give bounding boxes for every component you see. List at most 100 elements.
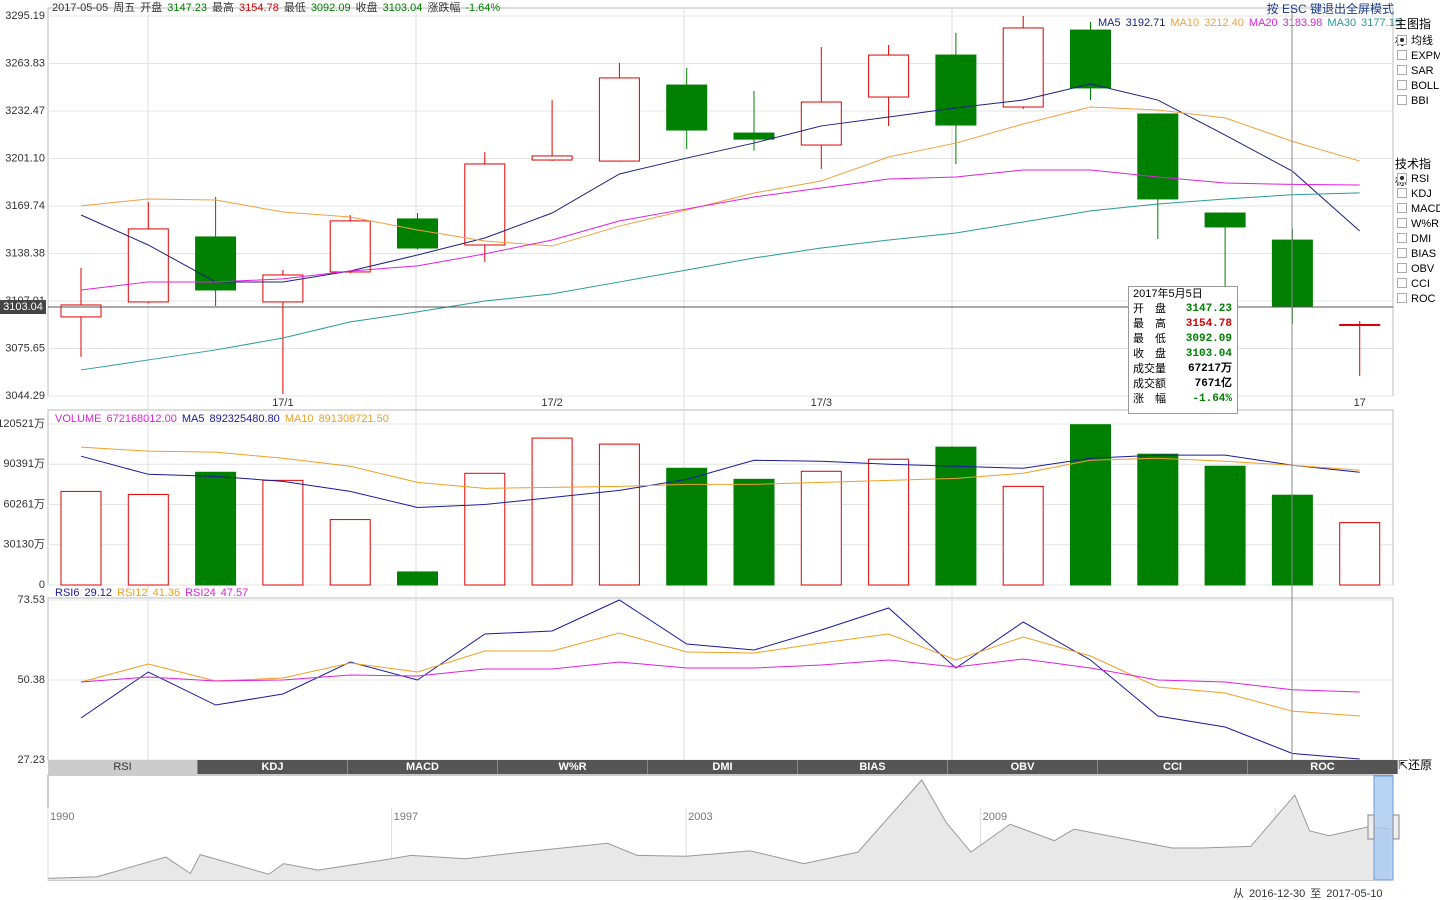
option-label[interactable]: BOLL xyxy=(1411,80,1440,92)
volume-bar xyxy=(127,493,169,586)
candle-body xyxy=(935,54,977,126)
candle-body xyxy=(1070,29,1111,89)
checkbox[interactable] xyxy=(1397,35,1407,45)
y-tick-label: 73.53 xyxy=(17,594,45,606)
selection-handle xyxy=(1392,814,1400,840)
checkbox[interactable] xyxy=(1397,248,1407,258)
tab[interactable]: MACD xyxy=(348,760,498,774)
option-label[interactable]: SAR xyxy=(1411,65,1434,77)
checkbox[interactable] xyxy=(1397,263,1407,273)
tab[interactable]: CCI xyxy=(1098,760,1248,774)
option[interactable]: EXPMA xyxy=(1397,49,1440,63)
checkbox[interactable] xyxy=(1397,278,1407,288)
checkbox[interactable] xyxy=(1397,233,1407,243)
option[interactable]: BBI xyxy=(1397,94,1429,108)
overview-line xyxy=(47,779,1391,879)
option[interactable]: SAR xyxy=(1397,64,1434,78)
legend-name: MA30 xyxy=(1327,17,1356,29)
ma-line xyxy=(80,599,1360,760)
option-label[interactable]: BBI xyxy=(1411,95,1429,107)
option[interactable]: KDJ xyxy=(1397,187,1432,201)
y-tick-label: 3044.29 xyxy=(5,390,45,402)
option-label[interactable]: DMI xyxy=(1411,233,1432,245)
option[interactable]: BIAS xyxy=(1397,247,1436,261)
y-tick-label: 50.38 xyxy=(17,674,45,686)
x-tick-label: 1997 xyxy=(394,811,418,823)
candle-body xyxy=(329,220,371,273)
x-tick-label: 17/2 xyxy=(541,397,562,409)
checkbox[interactable] xyxy=(1397,65,1407,75)
legend-value: 3212.40 xyxy=(1204,17,1244,29)
checkbox[interactable] xyxy=(1397,173,1407,183)
option[interactable]: MACD xyxy=(1397,202,1440,216)
checkbox[interactable] xyxy=(1397,50,1407,60)
volume-bar xyxy=(1339,522,1381,586)
checkbox[interactable] xyxy=(1397,293,1407,303)
volume-bar xyxy=(1002,485,1044,586)
option[interactable]: ROC xyxy=(1397,292,1435,306)
checkbox[interactable] xyxy=(1397,188,1407,198)
volume-bar xyxy=(60,490,102,586)
last-price-box xyxy=(0,300,46,315)
x-tick-label: 2009 xyxy=(983,811,1007,823)
option[interactable]: RSI xyxy=(1397,172,1429,186)
tooltip-label: 成交额 xyxy=(1133,378,1166,390)
option-label[interactable]: BIAS xyxy=(1411,248,1437,260)
volume-bar xyxy=(733,478,775,586)
candle-body xyxy=(666,84,708,131)
legend-name: RSI6 xyxy=(55,587,79,599)
candle-body xyxy=(397,218,438,249)
tooltip-row: 开 盘 3147.23 xyxy=(1129,302,1237,317)
checkbox[interactable] xyxy=(1397,95,1407,105)
esc-hint: 按 ESC 键退出全屏模式 xyxy=(1266,2,1394,16)
tab[interactable]: W%R xyxy=(498,760,648,774)
tab[interactable]: BIAS xyxy=(798,760,948,774)
option-label[interactable]: OBV xyxy=(1411,263,1435,275)
restore-button[interactable]: ⇱还原 xyxy=(1398,758,1433,772)
tooltip-label: 开 盘 xyxy=(1133,303,1166,315)
ma-line xyxy=(80,106,1360,247)
tab[interactable]: DMI xyxy=(648,760,798,774)
option-label[interactable]: MACD xyxy=(1411,203,1440,215)
y-tick-label: 3138.38 xyxy=(5,247,45,259)
y-tick-label: 3169.74 xyxy=(5,200,45,212)
tooltip-label: 收 盘 xyxy=(1133,348,1166,360)
option-label[interactable]: ROC xyxy=(1411,293,1436,305)
selection xyxy=(1373,775,1394,881)
option-label[interactable]: CCI xyxy=(1411,278,1430,290)
legend-name: MA5 xyxy=(182,413,205,425)
legend-name: RSI12 xyxy=(117,587,148,599)
option-label[interactable]: KDJ xyxy=(1411,188,1432,200)
option-label[interactable]: RSI xyxy=(1411,173,1430,185)
tab[interactable]: OBV xyxy=(948,760,1098,774)
tooltip-row: 最 低 3092.09 xyxy=(1129,332,1237,347)
tab[interactable]: RSI xyxy=(48,760,198,774)
option-label[interactable]: 均线 xyxy=(1411,35,1433,47)
header-value: 3092.09 xyxy=(311,2,351,14)
restore-label[interactable]: 还原 xyxy=(1408,758,1433,772)
x-tick-label: 17/1 xyxy=(272,397,293,409)
volume-bar xyxy=(464,472,506,586)
checkbox[interactable] xyxy=(1397,218,1407,228)
tooltip-value: 3147.23 xyxy=(1185,303,1232,315)
option[interactable]: W%R xyxy=(1397,217,1439,231)
option[interactable]: DMI xyxy=(1397,232,1431,246)
header-value: 3154.78 xyxy=(239,2,279,14)
option[interactable]: BOLL xyxy=(1397,79,1439,93)
option-label[interactable]: W%R xyxy=(1411,218,1440,230)
option[interactable]: 均线 xyxy=(1397,34,1433,48)
checkbox[interactable] xyxy=(1397,203,1407,213)
tooltip-title: 2017年5月5日 xyxy=(1133,288,1203,300)
plot: 3044.293075.653107.013138.383169.743201.… xyxy=(0,0,1401,900)
tab[interactable]: KDJ xyxy=(198,760,348,774)
legend-name: MA10 xyxy=(1170,17,1199,29)
option[interactable]: CCI xyxy=(1397,277,1430,291)
tab[interactable]: ROC xyxy=(1248,760,1398,774)
checkbox[interactable] xyxy=(1397,80,1407,90)
option[interactable]: OBV xyxy=(1397,262,1434,276)
tooltip-value: 3103.04 xyxy=(1185,348,1232,360)
legend-value: 3192.71 xyxy=(1126,17,1166,29)
option-label[interactable]: EXPMA xyxy=(1411,50,1440,62)
